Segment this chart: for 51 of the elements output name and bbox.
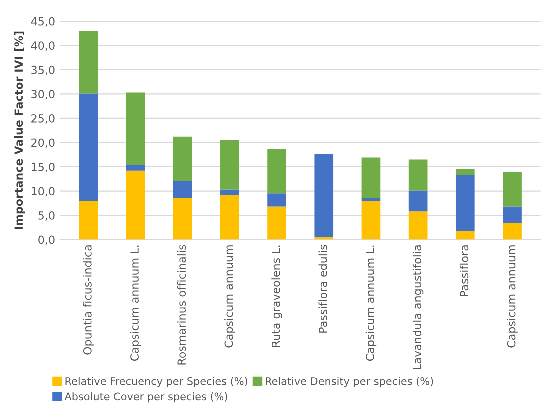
x-tick-label: Capsicum annuum (224, 246, 236, 348)
bar (408, 190, 428, 212)
bar (456, 231, 475, 240)
bar (173, 181, 192, 198)
bar (314, 154, 334, 238)
y-tick-label: 10,0 (32, 187, 55, 197)
legend-label: Absolute Cover per species (%) (64, 392, 228, 403)
bar (362, 158, 381, 199)
y-tick-label: 15,0 (32, 162, 55, 173)
y-tick-label: 30,0 (32, 90, 55, 100)
y-tick-label: 35,0 (32, 66, 55, 76)
x-tick-label: Capsicum annuum L. (130, 246, 142, 362)
bar (173, 198, 192, 240)
y-tick-label: 20,0 (32, 138, 55, 148)
x-tick-label: Capsicum annuum (507, 246, 518, 348)
bar (126, 170, 146, 240)
y-tick-label: 25,0 (32, 114, 55, 124)
bar (268, 194, 286, 207)
bar (456, 168, 475, 176)
bar (503, 223, 522, 240)
x-tick-label: Capsicum annuum L. (366, 246, 377, 362)
legend-label: Relative Density per species (%) (266, 377, 434, 388)
bar (220, 140, 240, 190)
y-tick-label: 40,0 (31, 42, 55, 52)
x-tick-label: Passiflora edulis (318, 245, 328, 333)
bar (79, 31, 98, 94)
y-tick-label: 0,0 (38, 236, 55, 246)
bar (268, 149, 286, 194)
x-tick-label: Ruta graveolens L. (272, 246, 282, 348)
bar (456, 175, 475, 232)
legend-label: Relative Frecuency per Species (%) (66, 377, 248, 388)
x-tick-label: Lavandula angustifolia (412, 246, 424, 370)
bar (173, 136, 192, 182)
x-tick-label: Opuntia ficus-indica (83, 246, 94, 355)
bar (126, 92, 146, 166)
x-tick-label: Rosmarinus officinalis (177, 245, 186, 365)
bar (79, 94, 98, 201)
bar (408, 212, 428, 240)
y-axis-title: Importance Value Factor IVI [%] (14, 32, 26, 230)
bar (503, 206, 522, 224)
bar (408, 160, 428, 191)
bar (268, 206, 286, 240)
bar (126, 166, 146, 171)
bar (503, 172, 522, 207)
y-tick-label: 5,0 (38, 211, 55, 222)
bar (220, 190, 240, 196)
bar (362, 200, 381, 240)
bar (79, 200, 98, 240)
y-tick-label: 45,0 (31, 17, 55, 27)
x-tick-label: Passiflora (460, 246, 469, 296)
bar (220, 195, 240, 240)
